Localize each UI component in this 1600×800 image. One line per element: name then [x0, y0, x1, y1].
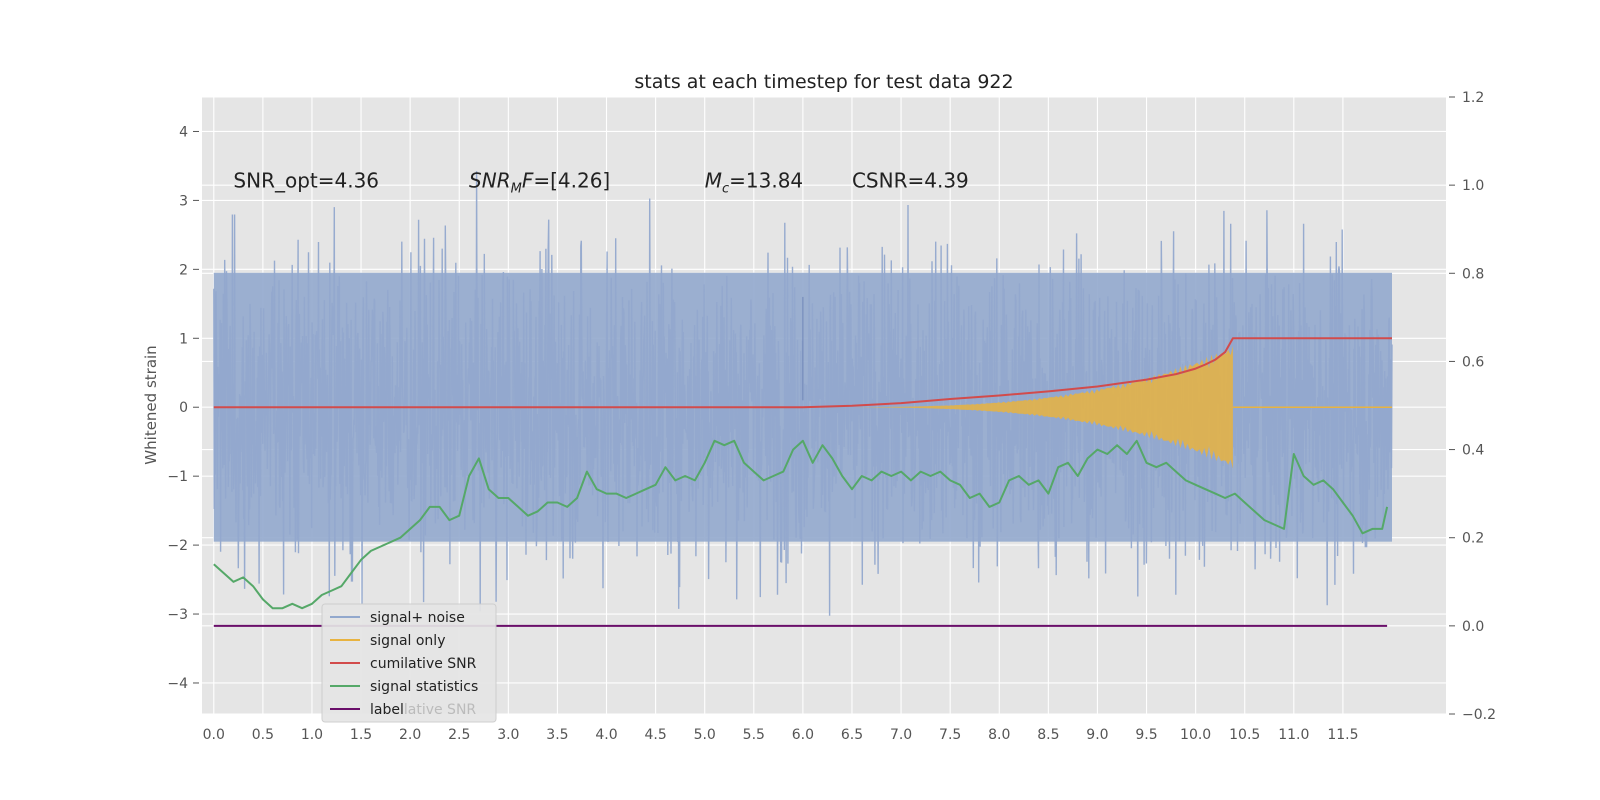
legend-label: signal+ noise: [370, 610, 465, 626]
legend-label: labellative SNR: [370, 702, 476, 718]
y-axis-label: Whitened strain: [142, 345, 160, 464]
y2-tick-label: 0.8: [1462, 266, 1484, 282]
y-tick-label: −3: [167, 607, 188, 623]
legend-label: signal only: [370, 633, 445, 649]
cumilative-snr-line: [213, 337, 1392, 409]
legend-box: [321, 603, 497, 723]
x-tick-label: 2.0: [399, 727, 421, 743]
x-tick-label: 7.0: [890, 727, 912, 743]
x-tick-label: 8.5: [1037, 727, 1059, 743]
y-tick-label: 0: [179, 400, 188, 416]
annotation-italic: F: [522, 169, 534, 193]
y-tick-label: −1: [167, 469, 188, 485]
y-tick-label: 1: [179, 331, 188, 347]
annotation-rest: =13.84: [729, 169, 803, 193]
legend-label: cumilative SNR: [370, 656, 477, 672]
y2-tick-label: −0.2: [1462, 707, 1496, 723]
chart-title: stats at each timestep for test data 922: [634, 71, 1013, 93]
signal-only-envelope: [802, 345, 1233, 469]
x-tick-label: 10.0: [1180, 727, 1211, 743]
x-tick-label: 7.5: [939, 727, 961, 743]
x-tick-label: 11.0: [1278, 727, 1309, 743]
x-tick-label: 9.0: [1086, 727, 1108, 743]
x-tick-label: 10.5: [1229, 727, 1260, 743]
annotation-rest: F=[4.26]: [522, 169, 610, 193]
x-tick-label: 1.0: [301, 727, 323, 743]
legend-label: signal statistics: [370, 679, 478, 695]
x-tick-label: 8.0: [988, 727, 1010, 743]
x-tick-label: 6.0: [792, 727, 814, 743]
x-tick-label: 3.5: [546, 727, 568, 743]
annotation-base: SNR: [469, 169, 511, 193]
y2-tick-label: 0.4: [1462, 443, 1484, 459]
x-tick-label: 2.5: [448, 727, 470, 743]
y2-tick-label: 0.6: [1462, 354, 1484, 370]
x-tick-label: 9.5: [1135, 727, 1157, 743]
annotation-value: =[4.26]: [533, 169, 610, 193]
x-tick-label: 1.5: [350, 727, 372, 743]
annotation-subscript: M: [511, 182, 522, 197]
annotation-text: SNR_opt=4.36: [233, 169, 379, 193]
x-tick-label: 4.0: [595, 727, 617, 743]
legend: signal+ noise signal only cumilative SNR si…: [321, 603, 497, 723]
y2-tick-label: 0.0: [1462, 619, 1484, 635]
x-tick-label: 4.5: [644, 727, 666, 743]
x-axis: 0.0 0.5 1.0 1.5 2.0 2.5 3.0 3.5 4.0 4.5 5.0 5.5 6.0 6…: [203, 727, 1359, 743]
y-axis-left: −4 −3 −2 −1 0 1 2 3 4: [167, 124, 199, 692]
annotations: SNR_opt=4.36 SNRMF=[4.26] Mc=13.84 CSNR=4.3…: [233, 169, 968, 197]
signal-statistics-line: [213, 439, 1389, 610]
y-tick-label: 3: [179, 193, 188, 209]
annotation-text: SNRMF=[4.26]: [469, 169, 610, 197]
legend-ghost-text: lative SNR: [404, 702, 477, 718]
x-tick-label: 5.5: [743, 727, 765, 743]
y-tick-label: −4: [167, 676, 188, 692]
y-axis-right: −0.2 0.0 0.2 0.4 0.6 0.8 1.0 1.2: [1449, 90, 1496, 723]
x-tick-label: 5.0: [694, 727, 716, 743]
y2-tick-label: 0.2: [1462, 531, 1484, 547]
y-tick-label: −2: [167, 538, 188, 554]
y2-tick-label: 1.2: [1462, 90, 1484, 106]
x-tick-label: 0.5: [252, 727, 274, 743]
y-tick-label: 2: [179, 262, 188, 278]
annotation-base: M: [705, 169, 722, 193]
annotation-subscript: c: [722, 182, 729, 197]
y-tick-label: 4: [179, 124, 188, 140]
x-tick-label: 3.0: [497, 727, 519, 743]
annotation-text: Mc=13.84: [705, 169, 803, 197]
x-tick-label: 0.0: [203, 727, 225, 743]
annotation-text: CSNR=4.39: [852, 169, 969, 193]
x-tick-label: 6.5: [841, 727, 863, 743]
x-tick-label: 11.5: [1327, 727, 1358, 743]
y2-tick-label: 1.0: [1462, 178, 1484, 194]
